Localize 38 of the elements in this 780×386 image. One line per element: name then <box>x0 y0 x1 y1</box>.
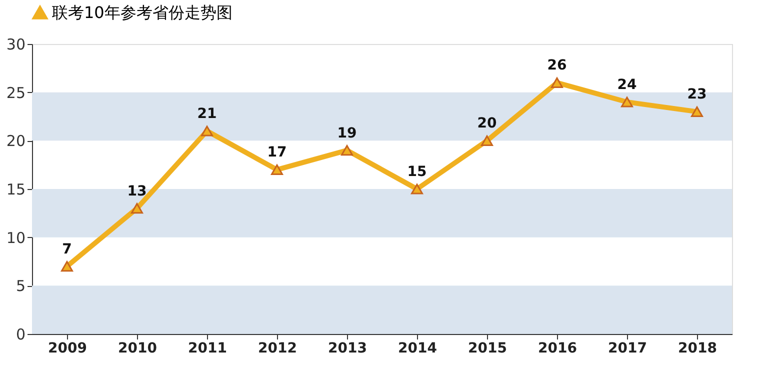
x-tick-label: 2011 <box>188 340 227 356</box>
y-tick-label: 5 <box>16 277 26 296</box>
data-label: 19 <box>337 125 357 142</box>
y-tick-label: 15 <box>6 180 26 198</box>
data-label: 7 <box>62 241 72 258</box>
data-label: 21 <box>197 106 217 122</box>
x-tick-label: 2013 <box>328 340 367 356</box>
x-tick-label: 2014 <box>398 340 438 356</box>
x-tick-label: 2012 <box>258 340 297 356</box>
point <box>551 77 563 88</box>
x-tick-label: 2018 <box>678 340 717 356</box>
point <box>271 164 283 175</box>
data-label: 26 <box>547 58 567 74</box>
point <box>61 261 73 272</box>
point <box>411 184 423 194</box>
x-tick-label: 2017 <box>608 340 647 356</box>
y-tick-label: 20 <box>6 132 26 150</box>
x-tick-label: 2016 <box>538 340 577 356</box>
data-label: 23 <box>687 86 707 103</box>
legend-label: 联考10年参考省份走势图 <box>52 3 232 22</box>
y-tick-label: 10 <box>6 228 26 247</box>
point <box>201 126 213 136</box>
point <box>341 145 353 156</box>
y-tick-label: 25 <box>6 84 26 102</box>
point <box>691 106 703 117</box>
x-tick-label: 2015 <box>468 340 507 356</box>
point <box>621 96 633 108</box>
data-label: 20 <box>477 116 497 132</box>
data-label: 17 <box>267 144 287 161</box>
x-tick-label: 2010 <box>118 340 158 356</box>
data-label: 15 <box>407 164 427 180</box>
x-tick-label: 2009 <box>48 340 87 356</box>
point <box>481 135 493 146</box>
point <box>131 203 143 214</box>
data-label: 13 <box>127 183 147 200</box>
data-label: 24 <box>617 77 637 93</box>
y-tick-label: 30 <box>6 36 26 54</box>
y-tick-label: 0 <box>16 326 26 344</box>
